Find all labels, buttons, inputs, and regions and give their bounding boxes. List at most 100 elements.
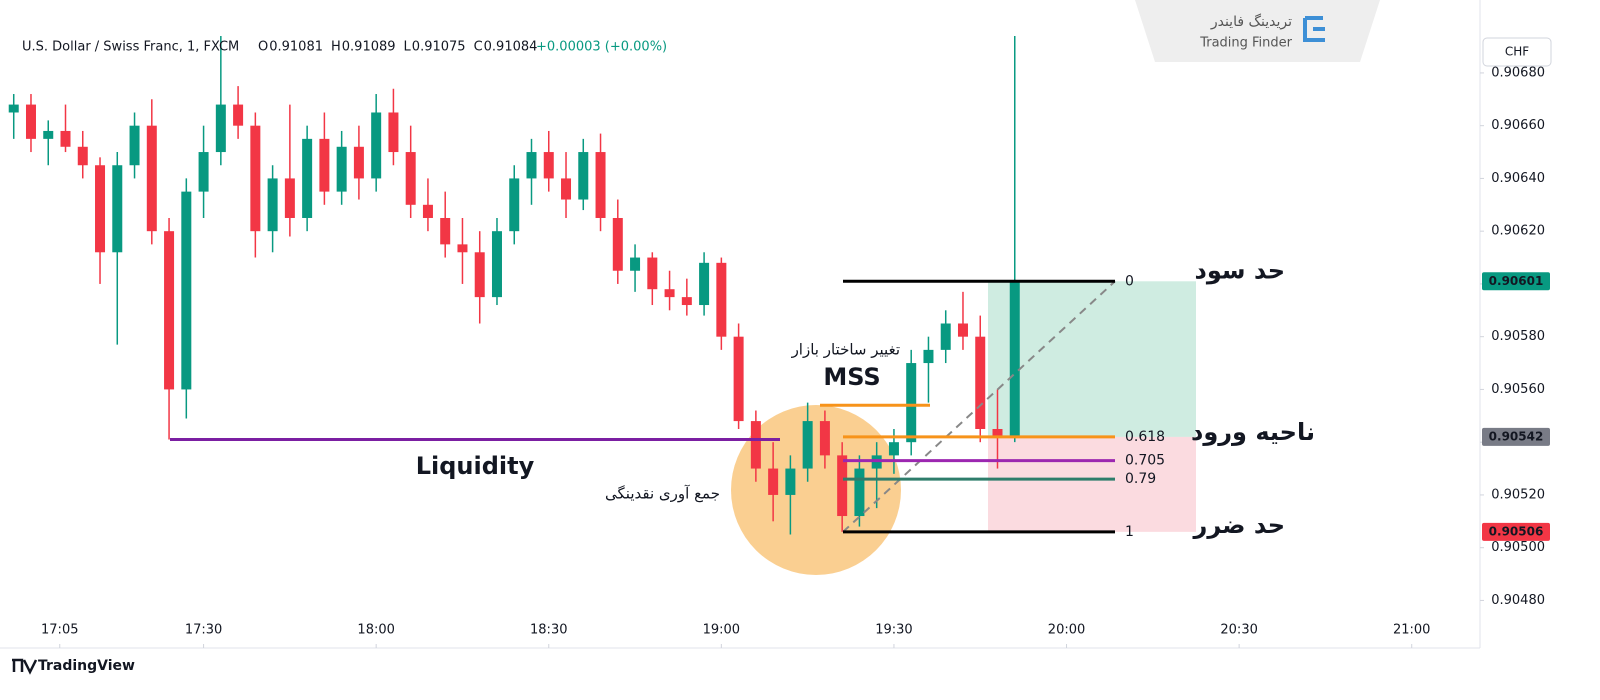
x-tick-label: 18:30 xyxy=(530,623,567,638)
logo-panel xyxy=(1135,0,1380,62)
candle-body xyxy=(923,349,934,364)
candle-body xyxy=(716,262,727,337)
candle-body xyxy=(25,104,36,139)
x-tick-label: 19:00 xyxy=(703,623,740,638)
y-tick-label: 0.90660 xyxy=(1491,118,1545,133)
y-tick-label: 0.90500 xyxy=(1491,540,1545,555)
candle-body xyxy=(302,138,313,218)
fib-label: 0.618 xyxy=(1125,429,1165,445)
currency-button[interactable] xyxy=(1482,37,1552,67)
x-tick-label: 17:05 xyxy=(41,623,78,638)
candle-body xyxy=(440,217,451,245)
candle-body xyxy=(353,146,364,179)
candle-body xyxy=(975,336,986,429)
candle-body xyxy=(95,165,106,253)
candle-body xyxy=(146,125,157,232)
liquidity-note: جمع آوری نقدینگی xyxy=(605,485,720,503)
candle-body xyxy=(699,262,710,306)
candle-body xyxy=(181,191,192,390)
candle-body xyxy=(612,217,623,271)
candle-body xyxy=(733,336,744,422)
candle-body xyxy=(284,178,295,218)
candle-body xyxy=(474,252,485,298)
candle-body xyxy=(164,231,175,390)
y-tick-label: 0.90520 xyxy=(1491,487,1545,502)
candle-body xyxy=(215,104,226,153)
ohlc-key: H xyxy=(331,40,341,55)
candle-body xyxy=(509,178,520,232)
y-tick-label: 0.90580 xyxy=(1491,329,1545,344)
candle-body xyxy=(681,297,692,306)
entry-label: ناحیه ورود xyxy=(1191,418,1315,446)
candle-body xyxy=(578,152,589,200)
candle-body xyxy=(595,152,606,218)
candle-body xyxy=(319,138,330,192)
take-profit-zone xyxy=(988,281,1196,437)
mss-label: MSS xyxy=(823,363,880,391)
footer-logo xyxy=(12,658,38,675)
fib-label: 1 xyxy=(1125,524,1134,540)
price-tag xyxy=(1482,522,1550,541)
candle-body xyxy=(491,231,502,298)
candle-body xyxy=(422,204,433,218)
candle-body xyxy=(8,104,19,113)
candle-body xyxy=(768,468,779,495)
candle-body xyxy=(561,178,572,200)
candle-body xyxy=(906,363,917,443)
x-tick-label: 18:00 xyxy=(357,623,394,638)
stop-loss-label: حد ضرر xyxy=(1193,511,1285,539)
candle-body xyxy=(60,130,71,147)
candle-body xyxy=(405,152,416,205)
plot: Liquidity جمع آوری نقدینگی MSS تغییر ساختار… xyxy=(8,36,1315,540)
take-profit-label: حد سود xyxy=(1195,256,1285,284)
candle-body xyxy=(457,244,468,253)
candle-body xyxy=(267,178,278,232)
x-tick-label: 21:00 xyxy=(1393,623,1430,638)
logo-en: Trading Finder xyxy=(1199,36,1292,51)
candle-body xyxy=(647,257,658,290)
y-tick-label: 0.90640 xyxy=(1491,171,1545,186)
price-tag-label: 0.90601 xyxy=(1489,274,1544,288)
price-tag xyxy=(1482,427,1550,446)
candle-body xyxy=(664,289,675,298)
candle-body xyxy=(526,152,537,179)
candle-body xyxy=(129,125,140,166)
fib-label: 0 xyxy=(1125,273,1134,289)
ohlc-key: L xyxy=(404,40,412,55)
candle-body xyxy=(992,428,1003,437)
candle-body xyxy=(888,442,899,456)
change: +0.00003 (+0.00%) xyxy=(536,40,667,55)
candle-body xyxy=(854,468,865,517)
candle-body xyxy=(750,421,761,469)
candle-body xyxy=(957,323,968,337)
ohlc-value: 0.91084 xyxy=(484,40,538,55)
candle-body xyxy=(112,165,123,253)
y-tick-label: 0.90480 xyxy=(1491,593,1545,608)
candle-body xyxy=(785,468,796,495)
candle-body xyxy=(336,146,347,192)
currency[interactable]: CHF xyxy=(1505,45,1529,59)
y-tick-label: 0.90680 xyxy=(1491,65,1545,80)
liquidity-label: Liquidity xyxy=(416,452,535,480)
x-tick-label: 20:30 xyxy=(1220,623,1257,638)
candle-body xyxy=(543,152,554,179)
candle-body xyxy=(819,421,830,456)
logo-icon xyxy=(1303,16,1325,42)
logo-fa: تریدینگ فایندر xyxy=(1210,13,1292,30)
x-tick-label: 19:30 xyxy=(875,623,912,638)
mss-note: تغییر ساختار بازار xyxy=(791,341,900,359)
x-tick-label: 17:30 xyxy=(185,623,222,638)
candle-body xyxy=(233,104,244,126)
candle-body xyxy=(940,323,951,350)
candle-body xyxy=(802,421,813,469)
x-tick-label: 20:00 xyxy=(1048,623,1085,638)
price-tag xyxy=(1482,272,1550,291)
candle-body xyxy=(1009,281,1020,437)
ohlc-key: C xyxy=(474,40,483,55)
ohlc-value: 0.91089 xyxy=(342,40,396,55)
ohlc-value: 0.91075 xyxy=(412,40,466,55)
candle-body xyxy=(388,112,399,153)
ohlc-key: O xyxy=(258,40,268,55)
